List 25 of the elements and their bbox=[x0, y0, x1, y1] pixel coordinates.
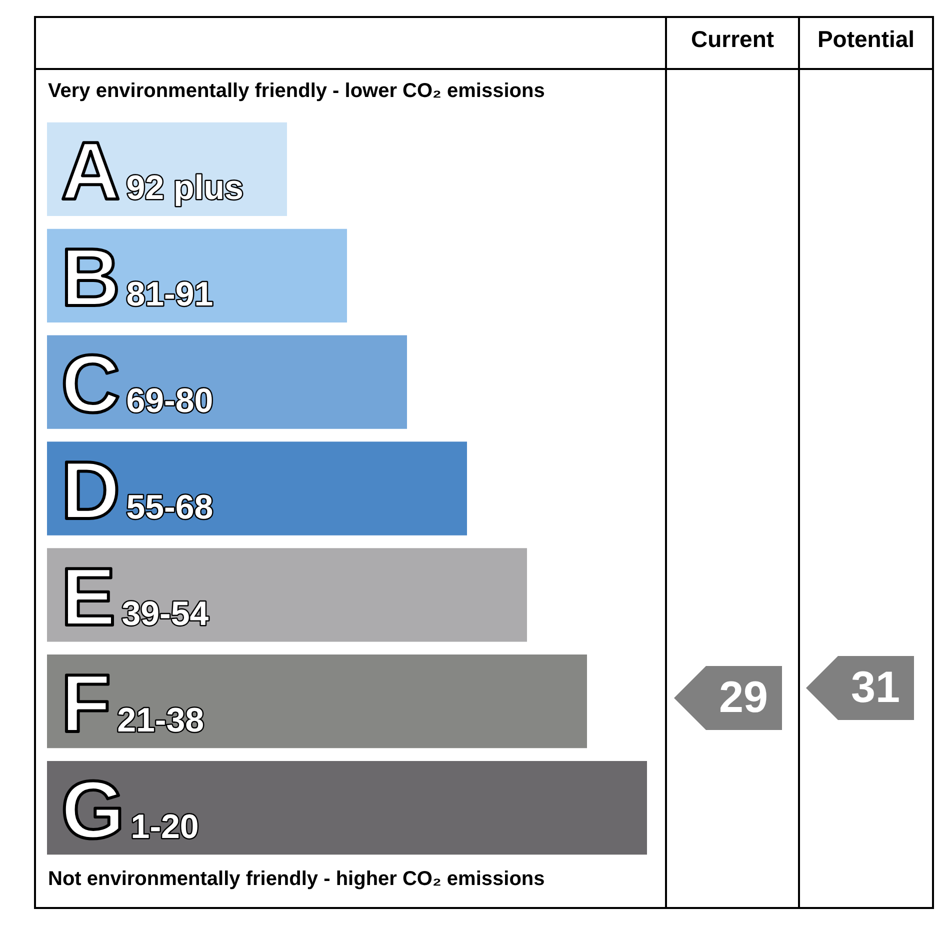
bar bbox=[47, 654, 587, 748]
annotation: 69-80 bbox=[126, 382, 214, 420]
bar bbox=[47, 760, 647, 855]
y-tick-label: D bbox=[61, 446, 120, 536]
annotation: Not environmentally friendly - higher CO₂ emissions bbox=[48, 868, 545, 891]
y-tick-label: A bbox=[61, 126, 120, 218]
annotation: 55-68 bbox=[126, 488, 214, 526]
chart-title: Very environmentally friendly - lower CO₂ emissions bbox=[48, 80, 545, 103]
y-tick-label: F bbox=[61, 658, 112, 750]
bar bbox=[47, 442, 467, 536]
arrow-tag: 31 bbox=[806, 656, 914, 720]
y-tick-label: C bbox=[61, 339, 120, 430]
annotation: 92 plus bbox=[126, 169, 244, 208]
annotation: 39-54 bbox=[122, 594, 209, 633]
arrow-tag: 29 bbox=[674, 666, 782, 730]
text: Current bbox=[690, 26, 776, 53]
annotation: 81-91 bbox=[126, 276, 214, 314]
y-tick-label: B bbox=[61, 232, 120, 324]
bar bbox=[47, 335, 407, 429]
annotation: 21-38 bbox=[117, 701, 204, 740]
annotation: 1-20 bbox=[130, 808, 199, 846]
y-tick-label: G bbox=[61, 764, 125, 856]
y-tick-label: E bbox=[61, 552, 116, 643]
text: Potential bbox=[816, 26, 916, 53]
bar bbox=[47, 548, 527, 642]
